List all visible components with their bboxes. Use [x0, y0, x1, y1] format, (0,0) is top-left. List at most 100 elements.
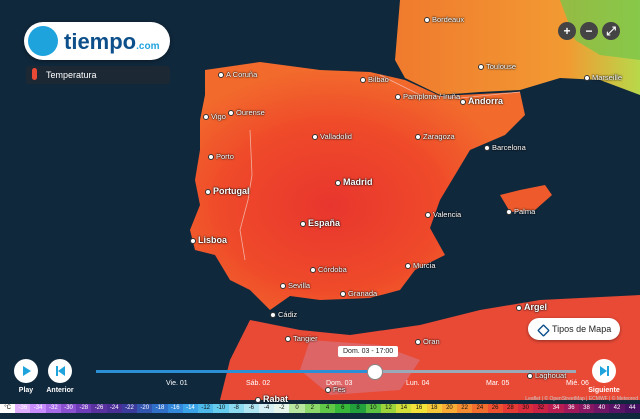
city-dot-icon	[203, 114, 209, 121]
city-dot-icon	[415, 134, 421, 141]
city-dot-icon	[190, 237, 196, 244]
zoom-out-button[interactable]: −	[580, 22, 598, 40]
timeline-day-label[interactable]: Vie. 01	[166, 380, 188, 387]
timeline-progress	[96, 370, 375, 373]
tiempo-logo[interactable]: tiempo.com	[24, 22, 170, 60]
logo-text: tiempo.com	[64, 29, 160, 54]
city-name: Oran	[423, 337, 440, 346]
layer-selector[interactable]: Temperatura	[26, 66, 170, 84]
city-name: Sevilla	[288, 281, 311, 290]
cloud-logo-icon	[28, 26, 58, 56]
timeline-handle[interactable]	[367, 364, 384, 380]
legend-swatch: 4	[319, 404, 336, 413]
legend-swatch: 30	[517, 404, 534, 413]
city-label: Bilbao	[360, 75, 389, 84]
legend-swatch: -6	[243, 404, 259, 413]
legend-swatch: 10	[365, 404, 381, 413]
city-label: Fes	[325, 385, 346, 394]
fullscreen-icon[interactable]: ⤢	[602, 22, 620, 40]
map-types-label: Tipos de Mapa	[552, 324, 612, 334]
city-name: España	[308, 218, 341, 228]
legend-swatch: 24	[472, 404, 488, 413]
city-dot-icon	[516, 304, 522, 311]
legend-swatch: 36	[563, 404, 579, 413]
city-name: Toulouse	[486, 62, 517, 71]
city-dot-icon	[584, 75, 590, 82]
city-dot-icon	[218, 72, 224, 79]
city-label: Oran	[415, 337, 440, 346]
city-name: Palma	[514, 207, 536, 216]
city-label: Tangier	[285, 334, 318, 343]
city-label: Ourense	[228, 108, 265, 117]
city-label: Laghouat	[527, 371, 566, 380]
city-name: Bordeaux	[432, 15, 465, 24]
city-name: Portugal	[213, 186, 250, 196]
border-france-spain	[379, 74, 521, 99]
city-name: Zaragoza	[423, 132, 455, 141]
city-name: Fes	[333, 385, 346, 394]
timeline-day-label[interactable]: Lun. 04	[406, 380, 430, 387]
city-dot-icon	[280, 283, 286, 290]
city-dot-icon	[310, 267, 316, 274]
city-name: Barcelona	[492, 143, 526, 152]
city-label: Madrid	[335, 177, 373, 187]
city-name: Pamplona / Iruña	[403, 92, 461, 101]
timeline-day-label[interactable]: Dom. 03	[326, 380, 353, 387]
city-label: Córdoba	[310, 265, 347, 274]
city-name: Córdoba	[318, 265, 347, 274]
legend-swatch: 0	[289, 404, 305, 413]
legend-swatch: 2	[304, 404, 320, 413]
city-label: A Coruña	[218, 70, 257, 79]
city-label: Zaragoza	[415, 132, 455, 141]
city-label: Valladolid	[312, 132, 352, 141]
legend-swatch: 32	[533, 404, 549, 413]
city-label: Andorra	[460, 96, 503, 106]
city-dot-icon	[527, 373, 533, 380]
city-name: Andorra	[468, 96, 504, 106]
next-button[interactable]	[592, 359, 616, 383]
city-name: Granada	[348, 289, 378, 298]
layer-label: Temperatura	[46, 70, 97, 80]
zoom-in-button[interactable]: +	[558, 22, 576, 40]
skip-forward-bar-icon	[607, 366, 609, 376]
city-dot-icon	[228, 110, 234, 117]
legend-swatch: 22	[457, 404, 473, 413]
timeline-track[interactable]	[96, 370, 576, 373]
previous-button[interactable]	[48, 359, 72, 383]
timeline-day-label[interactable]: Mar. 05	[486, 380, 510, 387]
city-dot-icon	[424, 17, 430, 24]
legend-swatch: 16	[411, 404, 427, 413]
legend-swatch: 20	[441, 404, 458, 413]
timeline-day-label[interactable]: Mié. 06	[566, 380, 589, 387]
city-label: Valencia	[425, 210, 461, 219]
city-dot-icon	[255, 396, 261, 403]
legend-swatch: 28	[502, 404, 518, 413]
legend-swatch: -24	[106, 404, 122, 413]
play-button[interactable]	[14, 359, 38, 383]
city-name: Cádiz	[278, 310, 298, 319]
timeline-day-label[interactable]: Sáb. 02	[246, 380, 271, 387]
map-types-button[interactable]: Tipos de Mapa	[528, 318, 620, 340]
city-name: Tangier	[293, 334, 318, 343]
city-name: Marseille	[592, 73, 623, 82]
legend-swatch: -12	[198, 404, 214, 413]
legend-swatch: -36	[15, 404, 31, 413]
layers-icon	[537, 324, 550, 337]
city-name: Valladolid	[320, 132, 352, 141]
legend-swatch: -34	[30, 404, 46, 413]
legend-swatch: 26	[487, 404, 503, 413]
legend-swatch: 18	[426, 404, 442, 413]
legend-swatch: 42	[609, 404, 625, 413]
legend-swatch: 14	[396, 404, 412, 413]
city-name: Madrid	[343, 177, 373, 187]
city-dot-icon	[484, 145, 490, 152]
city-name: Bilbao	[368, 75, 389, 84]
legend-swatch: -8	[228, 404, 244, 413]
city-name: A Coruña	[226, 70, 258, 79]
thermometer-icon	[32, 68, 37, 80]
city-name: Valencia	[433, 210, 462, 219]
city-dot-icon	[270, 312, 276, 319]
city-label: Bordeaux	[424, 15, 464, 24]
border-portugal-spain	[239, 129, 253, 261]
